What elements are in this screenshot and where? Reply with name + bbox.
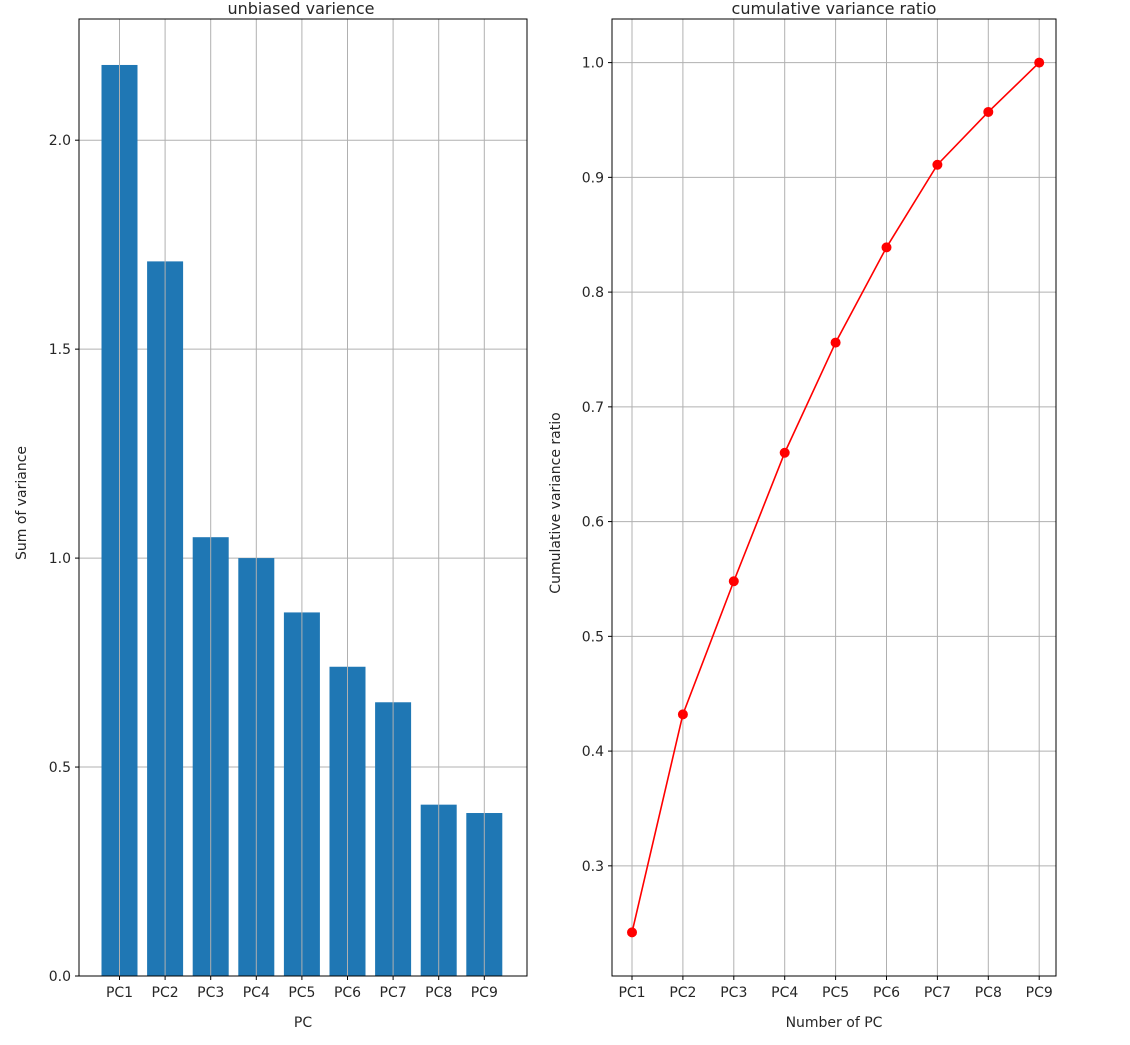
line-chart-x-tick-label: PC7 [924,985,951,1001]
data-point [830,337,841,348]
bar-chart-x-tick-label: PC2 [152,985,179,1001]
bar-chart-x-tick-label: PC5 [288,985,315,1001]
data-point [1034,57,1045,68]
bar-chart-x-tick-label: PC1 [106,985,133,1001]
bar-chart-y-label: Sum of variance [14,446,30,560]
line-chart-y-tick-label: 0.4 [582,744,604,760]
line-chart-x-ticks: PC1 PC2 PC3 PC4 PC5 PC6 PC7 PC8 PC9 [618,976,1053,1001]
line-chart-y-tick-label: 0.6 [582,515,604,531]
bar-chart: unbiased varience PC1 PC2 PC3 PC4 PC5 PC6 PC7 P… [14,0,528,1031]
bar-chart-vertical-grid [119,19,485,976]
line-chart-grid [612,19,1056,976]
line-chart: cumulative variance ratio PC1 PC2 PC3 PC4 PC… [548,0,1057,1031]
line-chart-series [627,57,1045,938]
line-chart-x-tick-label: PC6 [873,985,900,1001]
line-chart-y-ticks: 0.3 0.4 0.5 0.6 0.7 0.8 0.9 1.0 [582,56,612,875]
bar-chart-x-tick-label: PC8 [425,985,452,1001]
bar-chart-x-tick-label: PC4 [243,985,270,1001]
line-chart-frame [611,18,1057,977]
bar-chart-y-ticks: 0.0 0.5 1.0 1.5 2.0 [49,133,79,985]
line-chart-x-tick-label: PC1 [618,985,645,1001]
line-chart-x-tick-label: PC8 [975,985,1002,1001]
line-chart-y-tick-label: 0.9 [582,170,604,186]
data-point [983,106,994,117]
bar-chart-y-tick-label: 1.0 [49,551,71,567]
data-point [627,927,637,938]
data-point [728,576,739,587]
data-point [932,159,943,170]
line-chart-title: cumulative variance ratio [732,0,937,18]
bar-chart-x-tick-label: PC6 [334,985,361,1001]
bar-chart-y-tick-label: 1.5 [49,342,71,358]
line-chart-y-tick-label: 0.8 [582,285,604,301]
line-chart-x-tick-label: PC3 [720,985,747,1001]
line-chart-y-tick-label: 1.0 [582,56,604,72]
data-point [677,709,688,720]
line-chart-x-tick-label: PC2 [669,985,696,1001]
bar-chart-title: unbiased varience [227,0,374,18]
line-chart-x-tick-label: PC9 [1026,985,1053,1001]
line-chart-y-tick-label: 0.5 [582,629,604,645]
bar-chart-x-tick-label: PC3 [197,985,224,1001]
bar-chart-x-tick-label: PC9 [471,985,498,1001]
line-chart-y-label: Cumulative variance ratio [548,412,564,593]
line-chart-y-tick-label: 0.7 [582,400,604,416]
line-chart-x-tick-label: PC5 [822,985,849,1001]
bar-chart-x-ticks: PC1 PC2 PC3 PC4 PC5 PC6 PC7 PC8 PC9 [106,976,498,1001]
bar-chart-y-tick-label: 0.5 [49,760,71,776]
data-point [881,242,892,253]
line-chart-x-label: Number of PC [786,1015,883,1031]
bar-chart-x-tick-label: PC7 [380,985,407,1001]
line-chart-y-tick-label: 0.3 [582,859,604,875]
line-chart-x-tick-label: PC4 [771,985,798,1001]
bar-chart-y-tick-label: 0.0 [49,969,71,985]
bar-chart-x-label: PC [294,1015,312,1031]
bar-chart-frame [78,18,528,977]
data-point [779,447,790,458]
bar-chart-y-tick-label: 2.0 [49,133,71,149]
